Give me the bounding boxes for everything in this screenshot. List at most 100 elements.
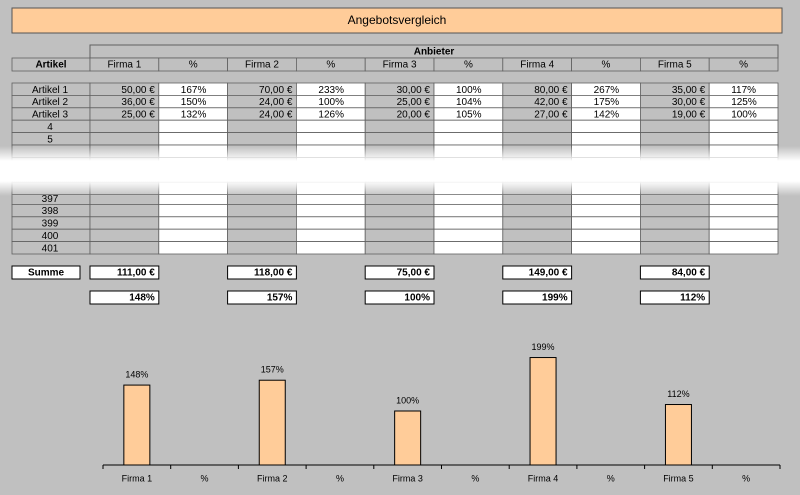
total-value: 118,00 € bbox=[254, 268, 293, 279]
row-label: 397 bbox=[42, 194, 59, 205]
price-cell: 36,00 € bbox=[121, 97, 155, 108]
total-box bbox=[227, 265, 297, 280]
cell bbox=[433, 241, 504, 255]
x-tick-label: % bbox=[471, 473, 479, 483]
price-cell: 80,00 € bbox=[534, 85, 568, 96]
cell bbox=[158, 216, 229, 230]
total-value: 149,00 € bbox=[529, 268, 568, 279]
total-box bbox=[639, 265, 710, 280]
column-header: Firma 4 bbox=[520, 60, 554, 71]
price-cell: 30,00 € bbox=[397, 85, 431, 96]
x-tick-label: % bbox=[742, 473, 750, 483]
cell bbox=[227, 241, 297, 255]
cell bbox=[364, 203, 435, 218]
price-cell: 20,00 € bbox=[397, 110, 431, 121]
total-value: 148% bbox=[129, 293, 155, 304]
total-value: 111,00 € bbox=[117, 268, 155, 279]
bar bbox=[529, 357, 557, 466]
row-label: 5 bbox=[47, 134, 53, 145]
percent-cell: 100% bbox=[318, 97, 344, 108]
total-value: 84,00 € bbox=[672, 268, 706, 279]
price-cell: 25,00 € bbox=[121, 110, 155, 121]
cell bbox=[433, 216, 504, 230]
cell bbox=[640, 119, 710, 133]
price-cell: 42,00 € bbox=[534, 97, 568, 108]
cell bbox=[708, 203, 779, 218]
cell bbox=[364, 119, 435, 133]
cell bbox=[158, 241, 229, 255]
total-value: 112% bbox=[680, 293, 705, 304]
price-cell: 24,00 € bbox=[259, 97, 293, 108]
row-label: Artikel 3 bbox=[32, 110, 69, 121]
cell bbox=[433, 119, 504, 133]
bar bbox=[123, 384, 151, 466]
percent-cell: 267% bbox=[594, 85, 620, 96]
cell bbox=[502, 241, 572, 255]
cell bbox=[295, 132, 366, 146]
cell bbox=[502, 216, 572, 230]
percent-cell: 142% bbox=[594, 110, 620, 121]
row-label: Artikel 1 bbox=[32, 85, 69, 96]
bar bbox=[664, 404, 692, 466]
x-tick-label: Firma 2 bbox=[257, 473, 288, 483]
percent-cell: 233% bbox=[318, 85, 344, 96]
price-cell: 19,00 € bbox=[672, 110, 706, 121]
column-header: % bbox=[464, 60, 473, 71]
cell bbox=[364, 228, 435, 242]
column-header: % bbox=[326, 60, 335, 71]
data-label: 148% bbox=[125, 369, 148, 379]
cell bbox=[502, 119, 572, 133]
price-cell: 25,00 € bbox=[397, 97, 431, 108]
total-box bbox=[89, 265, 160, 280]
column-header: % bbox=[189, 60, 198, 71]
percent-cell: 117% bbox=[731, 85, 756, 96]
row-label: Artikel 2 bbox=[32, 97, 69, 108]
total-box bbox=[502, 265, 573, 280]
column-header: % bbox=[739, 60, 748, 71]
cell bbox=[571, 203, 641, 218]
row-label: 399 bbox=[42, 219, 59, 230]
price-cell: 70,00 € bbox=[259, 85, 293, 96]
percent-cell: 104% bbox=[456, 97, 482, 108]
cell bbox=[295, 216, 366, 230]
cell bbox=[640, 203, 710, 218]
column-header: Firma 5 bbox=[658, 60, 692, 71]
cell bbox=[708, 57, 779, 72]
column-header: Firma 2 bbox=[245, 60, 279, 71]
group-header: Anbieter bbox=[414, 47, 455, 58]
title-bar bbox=[11, 7, 783, 34]
cell bbox=[89, 203, 160, 218]
total-box bbox=[89, 290, 160, 305]
total-value: 157% bbox=[267, 293, 293, 304]
data-label: 199% bbox=[532, 342, 555, 352]
cell bbox=[640, 132, 710, 146]
total-box bbox=[502, 290, 573, 305]
x-tick-label: Firma 3 bbox=[392, 473, 423, 483]
cell bbox=[364, 241, 435, 255]
cell bbox=[89, 228, 160, 242]
x-tick-label: % bbox=[607, 473, 615, 483]
cell bbox=[158, 203, 229, 218]
cell bbox=[158, 228, 229, 242]
cell bbox=[227, 203, 297, 218]
cell bbox=[708, 241, 779, 255]
total-box bbox=[364, 265, 435, 280]
cell bbox=[708, 119, 779, 133]
percent-cell: 126% bbox=[318, 110, 344, 121]
cell bbox=[158, 132, 229, 146]
total-box bbox=[639, 290, 710, 305]
row-label: 400 bbox=[42, 231, 59, 242]
cell bbox=[571, 132, 641, 146]
percent-cell: 132% bbox=[181, 110, 207, 121]
blurred-rows bbox=[0, 146, 800, 196]
totals-label-box bbox=[11, 265, 81, 280]
cell bbox=[295, 241, 366, 255]
cell bbox=[227, 119, 297, 133]
price-cell: 24,00 € bbox=[259, 110, 293, 121]
cell bbox=[89, 132, 160, 146]
total-box bbox=[364, 290, 435, 305]
data-label: 157% bbox=[261, 365, 284, 375]
cell bbox=[227, 132, 297, 146]
